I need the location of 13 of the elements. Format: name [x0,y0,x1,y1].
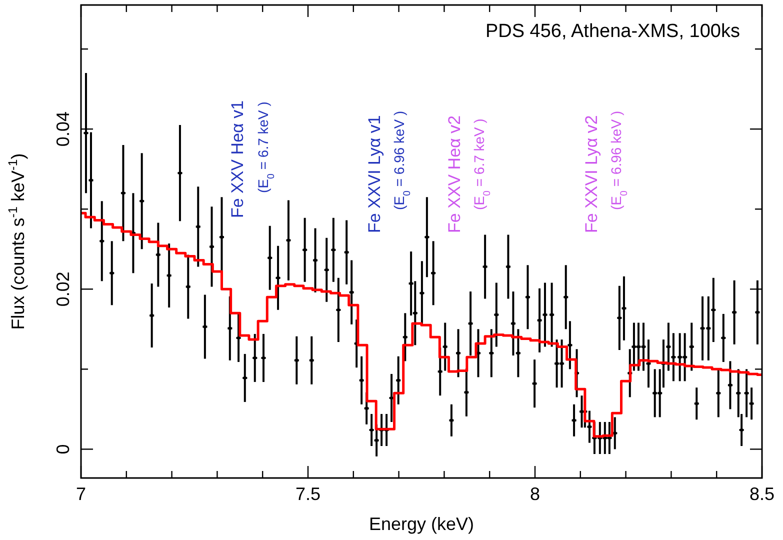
x-axis-title: Energy (keV) [368,514,474,534]
y-tick-label: 0.02 [53,272,73,307]
x-tick-label: 7 [76,484,86,504]
annotation: Fe XXV Heα v2 [445,115,464,233]
x-tick-label: 7.5 [295,484,321,504]
text: PDS 456, Athena-XMS, 100ks [485,21,740,42]
x-tick-label: 8.5 [749,484,775,504]
annotation: Fe XXVI Lyα v1 [365,115,384,233]
x-tick-label: 8 [530,484,540,504]
y-tick-label: 0 [53,444,73,454]
y-tick-label: 0.04 [53,112,73,147]
annotation: Fe XXV Heα v1 [228,100,247,218]
annotation: Fe XXVI Lyα v2 [582,115,601,233]
